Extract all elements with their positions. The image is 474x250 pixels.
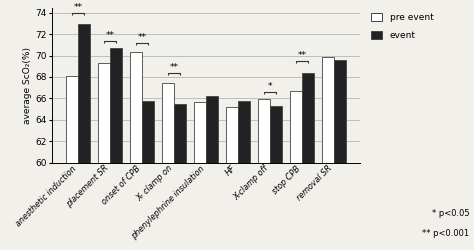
Text: ** p<0.001: ** p<0.001 <box>422 228 469 237</box>
Bar <box>162 84 174 250</box>
Bar <box>130 52 142 250</box>
Text: **: ** <box>298 52 307 60</box>
Bar <box>238 100 250 250</box>
Text: * p<0.05: * p<0.05 <box>432 208 469 218</box>
Bar <box>110 48 122 250</box>
Bar <box>302 73 314 250</box>
Bar <box>98 63 110 250</box>
Bar <box>194 102 206 250</box>
Y-axis label: average ScO₂(%): average ScO₂(%) <box>23 46 32 124</box>
Text: **: ** <box>138 33 147 42</box>
Text: **: ** <box>170 63 179 72</box>
Bar <box>174 104 186 250</box>
Legend: pre event, event: pre event, event <box>368 9 437 43</box>
Bar <box>334 60 346 250</box>
Text: *: * <box>268 82 273 92</box>
Bar <box>142 100 155 250</box>
Bar <box>290 91 302 250</box>
Text: **: ** <box>74 3 83 12</box>
Bar <box>66 76 78 250</box>
Bar <box>270 106 283 250</box>
Bar <box>78 24 91 250</box>
Bar <box>206 96 219 250</box>
Bar <box>226 107 238 250</box>
Bar <box>322 57 334 250</box>
Bar <box>258 100 270 250</box>
Text: **: ** <box>106 31 115 40</box>
